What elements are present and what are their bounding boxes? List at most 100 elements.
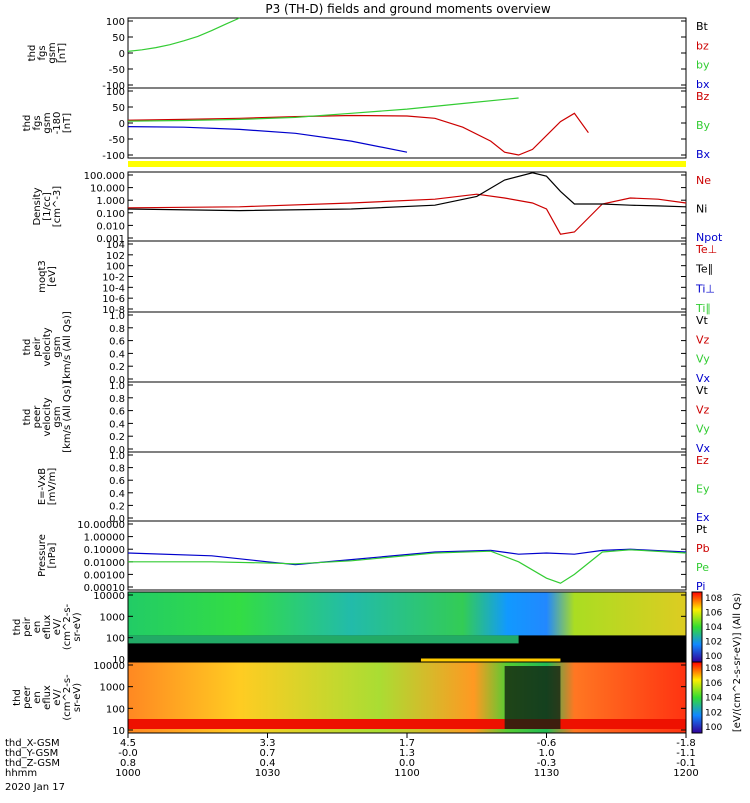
efield-ylabel: [mV/m] [47,468,58,506]
density-series-Ni [127,172,687,212]
colorbar-tick-label: 102 [705,708,722,718]
peer-en-eflux-ytick-label: 10000 [93,661,125,672]
peer-en-eflux-ylabel: (cm^2-s- [62,674,73,721]
pressure-ytick-label: 0.00100 [84,570,125,581]
peer-velocity-legend-Vy: Vy [696,423,710,436]
colorbar-0 [691,591,703,663]
time-axis-value: 1200 [673,768,698,779]
peer-velocity-ytick-label: 0.0 [109,445,125,456]
density-ylabel: Density [32,187,43,225]
peir-velocity-legend-Vz: Vz [696,333,710,346]
pressure-frame [127,520,687,591]
colorbar-tick-label: 104 [705,694,722,704]
time-axis-value: 3.3 [260,738,276,749]
peer-en-eflux-ylabel: sr-eV) [72,683,83,712]
time-axis-value: -1.1 [676,748,696,759]
fgs-ytick-label: -50 [109,65,125,76]
density-legend-Ni: Ni [696,203,707,216]
density-ylabel: [cm^-3] [52,186,63,227]
moqt3-ylabel: moqt3 [37,260,48,293]
peer-en-eflux-gap [504,666,561,729]
peir-en-eflux-ylabel: eflux [42,615,53,640]
peer-en-eflux-ylabel: en [32,691,43,704]
fgs-180-series-Bz [127,112,589,156]
efield-ytick-label: 0.2 [109,501,125,512]
efield-legend-Ex: Ex [696,511,710,524]
peer-en-eflux-ytick-label: 100 [106,704,125,715]
fgs-180-legend-By: By [696,119,711,132]
fgs-ytick-label: 100 [106,17,125,28]
efield-legend-Ey: Ey [696,483,710,496]
peir-velocity-ylabel: thd [22,339,33,356]
colorbar-tick-label: 106 [705,609,722,619]
peir-en-eflux-ytick-label: 1000 [100,612,125,623]
colorbar-tick-label: 104 [705,623,722,633]
moqt3-frame [127,240,687,313]
peer-velocity-legend-Vx: Vx [696,442,711,455]
density-ytick-label: 10.000 [90,184,125,195]
pressure-legend-Pi: Pi [696,580,705,593]
peir-en-eflux-ylabel: thd [12,619,23,636]
efield-ytick-label: 0.6 [109,476,125,487]
fgs-180-ytick-label: -50 [109,135,125,146]
fgs-legend-by: by [696,59,710,72]
time-axis-value: -1.8 [676,738,696,749]
colorbar-1 [691,661,703,734]
fgs-180-ylabel: gsm [42,112,53,133]
peir-velocity-ytick-label: 1.0 [109,311,125,322]
pressure-legend-Pb: Pb [696,542,710,555]
peer-velocity-ytick-label: 0.4 [109,419,125,430]
density-ytick-label: 0.100 [96,209,125,220]
pressure-ylabel: Pressure [37,534,48,577]
peer-en-eflux-ylabel: peer [22,685,33,709]
peir-en-eflux-ylabel: peir [22,616,33,636]
efield-frame [127,451,687,522]
peir-en-eflux-ylabel: sr-eV) [72,612,83,641]
moqt3-ytick-label: 100 [106,262,125,273]
time-axis-value: 0.8 [120,758,136,769]
density-series-Ne [127,193,687,235]
pressure-legend-Pt: Pt [696,523,708,536]
fgs-180-ylabel: fgs [32,115,43,130]
fgs-180-ylabel: -180 [52,112,63,135]
plot-title: P3 (TH-D) fields and ground moments over… [265,2,551,16]
peir-en-eflux-ylabel: (cm^2-s- [62,603,73,650]
peir-velocity-ylabel: velocity [42,327,53,366]
moqt3-legend-Te∥: Te∥ [695,263,713,276]
peer-velocity-ylabel: thd [22,409,33,426]
fgs-series-by [127,17,240,52]
colorbar-tick-label: 108 [705,594,722,604]
peer-velocity-ylabel: peer [32,405,43,429]
moqt3-legend-Ti⊥: Ti⊥ [695,282,715,295]
fgs-ylabel: [nT] [57,43,68,63]
peir-en-eflux-ytick-label: 100 [106,634,125,645]
peer-velocity-ylabel: [km/s (All Qs)] [62,381,73,453]
density-ytick-label: 100.000 [84,171,125,182]
peer-velocity-ytick-label: 0.2 [109,432,125,443]
colorbar-tick-label: 102 [705,638,722,648]
density-ytick-label: 0.001 [96,234,125,245]
colorbar-label: [eV/(cm^2-s-sr-eV)] (All Qs) [732,593,743,732]
colorbar-tick-label: 100 [705,723,722,733]
fgs-180-legend-Bx: Bx [696,148,711,161]
efield-ylabel: E=-VxB [37,468,48,505]
fgs-legend-Bt: Bt [696,20,709,33]
peir-velocity-ytick-label: 0.0 [109,375,125,386]
pressure-series-Pe [128,549,687,584]
time-axis-value: 1100 [394,768,419,779]
colorbar-tick-label: 106 [705,679,722,689]
peer-velocity-ylabel: velocity [42,397,53,436]
time-axis-row-label: thd_Z-GSM [5,758,60,769]
efield-ytick-label: 0.4 [109,489,125,500]
peer-en-eflux-ytick-label: 1000 [100,683,125,694]
efield-ytick-label: 0.8 [109,464,125,475]
density-ytick-label: 1.000 [96,196,125,207]
fgs-180-ytick-label: -100 [102,151,125,162]
peir-velocity-ylabel: peir [32,336,43,356]
peer-en-eflux-lowband [128,719,686,729]
moqt3-ylabel: [eV] [47,266,58,287]
time-axis-value: -0.3 [537,758,557,769]
pressure-ytick-label: 10.00000 [77,520,125,531]
time-axis-value: 4.5 [120,738,136,749]
